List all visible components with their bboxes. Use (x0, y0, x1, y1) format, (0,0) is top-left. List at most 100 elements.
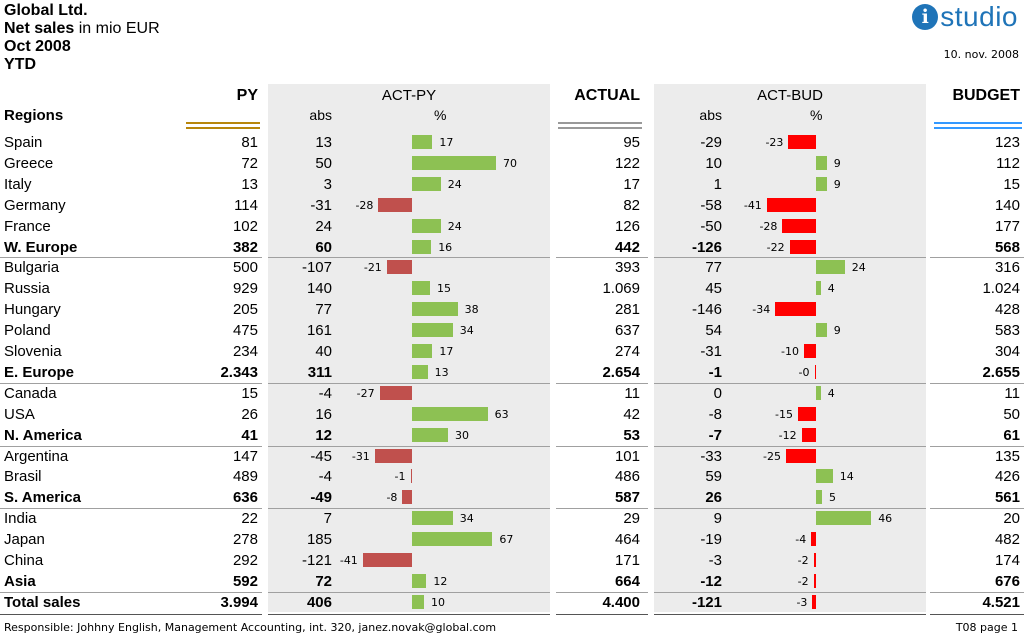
act-bud-pct-label: -2 (797, 574, 809, 588)
act-py-abs-value: 12 (315, 426, 332, 444)
metric-unit: in mio EUR (74, 20, 160, 37)
act-py-abs-value: -121 (301, 552, 332, 569)
act-py-abs-value: 16 (315, 405, 332, 423)
table-row: China 292 -121 171 -3 174 -41 -2 (0, 550, 1024, 571)
py-value: 475 (232, 322, 258, 340)
py-value: 2.343 (220, 363, 258, 381)
act-py-bar (412, 511, 453, 526)
py-value: 234 (232, 343, 258, 360)
row-separator (556, 445, 648, 447)
region-name: Spain (4, 134, 43, 151)
budget-value: 482 (994, 531, 1020, 549)
act-py-pct-label: 34 (459, 512, 474, 526)
budget-value: 4.521 (982, 593, 1020, 611)
py-value: 15 (241, 384, 258, 402)
py-header: PY (236, 87, 258, 104)
act-py-pct-label: 34 (459, 324, 474, 338)
py-value: 489 (232, 468, 258, 486)
table-row: Argentina 147 -45 101 -33 135 -31 -25 (0, 446, 1024, 467)
region-name: E. Europe (4, 363, 75, 381)
table-row: E. Europe 2.343 311 2.654 -1 2.655 13 -0 (0, 362, 1024, 383)
py-underline-1 (186, 122, 260, 124)
region-name: W. Europe (4, 238, 78, 256)
act-py-abs-value: 72 (315, 572, 332, 590)
act-py-abs-value: 60 (315, 238, 332, 256)
act-py-bar (412, 135, 433, 149)
row-separator (930, 257, 1024, 259)
region-name: Greece (4, 154, 54, 172)
act-bud-pct-label: 9 (833, 156, 841, 170)
act-py-abs-value: 406 (306, 593, 332, 611)
row-separator (930, 508, 1024, 510)
act-bud-abs-value: -3 (708, 552, 722, 569)
act-bud-bar (813, 573, 816, 588)
act-py-bar (412, 239, 432, 254)
act-bud-abs-value: 59 (705, 468, 722, 486)
py-value: 3.994 (220, 593, 258, 611)
act-py-abs-value: 140 (306, 280, 332, 298)
actual-value: 17 (623, 175, 640, 193)
row-separator (0, 445, 262, 447)
act-bud-bar (816, 385, 821, 400)
actual-underline-2 (558, 127, 642, 129)
act-py-pct-label: 38 (464, 303, 479, 317)
act-bud-abs-value: -8 (708, 405, 722, 423)
act-py-bar (379, 385, 412, 400)
report-metric: Net sales in mio EUR (4, 20, 160, 38)
act-py-abs-value: 3 (323, 175, 332, 193)
py-underline-2 (186, 127, 260, 129)
table-row: Slovenia 234 40 274 -31 304 17 -10 (0, 341, 1024, 362)
py-value: 636 (232, 489, 258, 507)
act-bud-bar (801, 427, 816, 442)
act-py-bar (410, 469, 412, 484)
row-separator (654, 445, 926, 447)
act-py-abs-value: 13 (315, 134, 332, 151)
act-bud-bar (786, 448, 816, 463)
act-py-abs-value: -4 (318, 384, 332, 402)
act-bud-pct-header: % (810, 107, 823, 123)
actual-value: 95 (623, 134, 640, 151)
budget-value: 316 (994, 259, 1020, 277)
act-bud-abs-value: 9 (713, 510, 722, 528)
actual-value: 42 (623, 405, 640, 423)
budget-value: 426 (994, 468, 1020, 486)
act-bud-abs-value: -146 (691, 301, 722, 319)
row-separator (268, 508, 550, 510)
py-value: 114 (234, 196, 258, 214)
budget-value: 11 (1004, 384, 1020, 402)
table-row: Bulgaria 500 -107 393 77 316 -21 24 (0, 257, 1024, 278)
act-bud-pct-label: -34 (752, 303, 771, 317)
act-bud-abs-value: -58 (700, 196, 722, 214)
act-py-bar (412, 573, 427, 588)
act-py-bar (412, 323, 453, 338)
actual-value: 464 (614, 531, 640, 549)
act-py-bar (378, 197, 412, 212)
py-value: 22 (241, 510, 258, 528)
act-py-abs-header: abs (309, 107, 332, 123)
act-bud-bar (816, 155, 827, 170)
act-bud-bar (811, 532, 816, 547)
actual-value: 442 (614, 238, 640, 256)
act-bud-abs-value: -31 (700, 343, 722, 360)
table-row: Germany 114 -31 82 -58 140 -28 -41 (0, 195, 1024, 216)
company-name: Global Ltd. (4, 2, 88, 19)
budget-value: 1.024 (982, 280, 1020, 298)
row-separator (0, 257, 262, 259)
row-separator (654, 382, 926, 384)
table-row: Poland 475 161 637 54 583 34 9 (0, 320, 1024, 341)
actual-value: 171 (614, 552, 640, 569)
act-py-pct-header: % (434, 107, 447, 123)
act-bud-abs-value: -126 (691, 238, 722, 256)
py-value: 147 (232, 447, 258, 465)
actual-value: 637 (614, 322, 640, 340)
act-py-bar (412, 218, 441, 233)
act-py-pct-label: 17 (439, 136, 454, 149)
act-py-pct-label: 70 (503, 156, 517, 170)
act-bud-abs-value: -12 (700, 572, 722, 590)
act-py-abs-value: 24 (315, 217, 332, 235)
act-bud-pct-label: -10 (781, 345, 799, 358)
act-bud-bar (782, 218, 816, 233)
actual-value: 122 (614, 154, 640, 172)
act-bud-header: ACT-BUD (757, 87, 823, 104)
act-py-pct-label: -28 (355, 198, 374, 212)
